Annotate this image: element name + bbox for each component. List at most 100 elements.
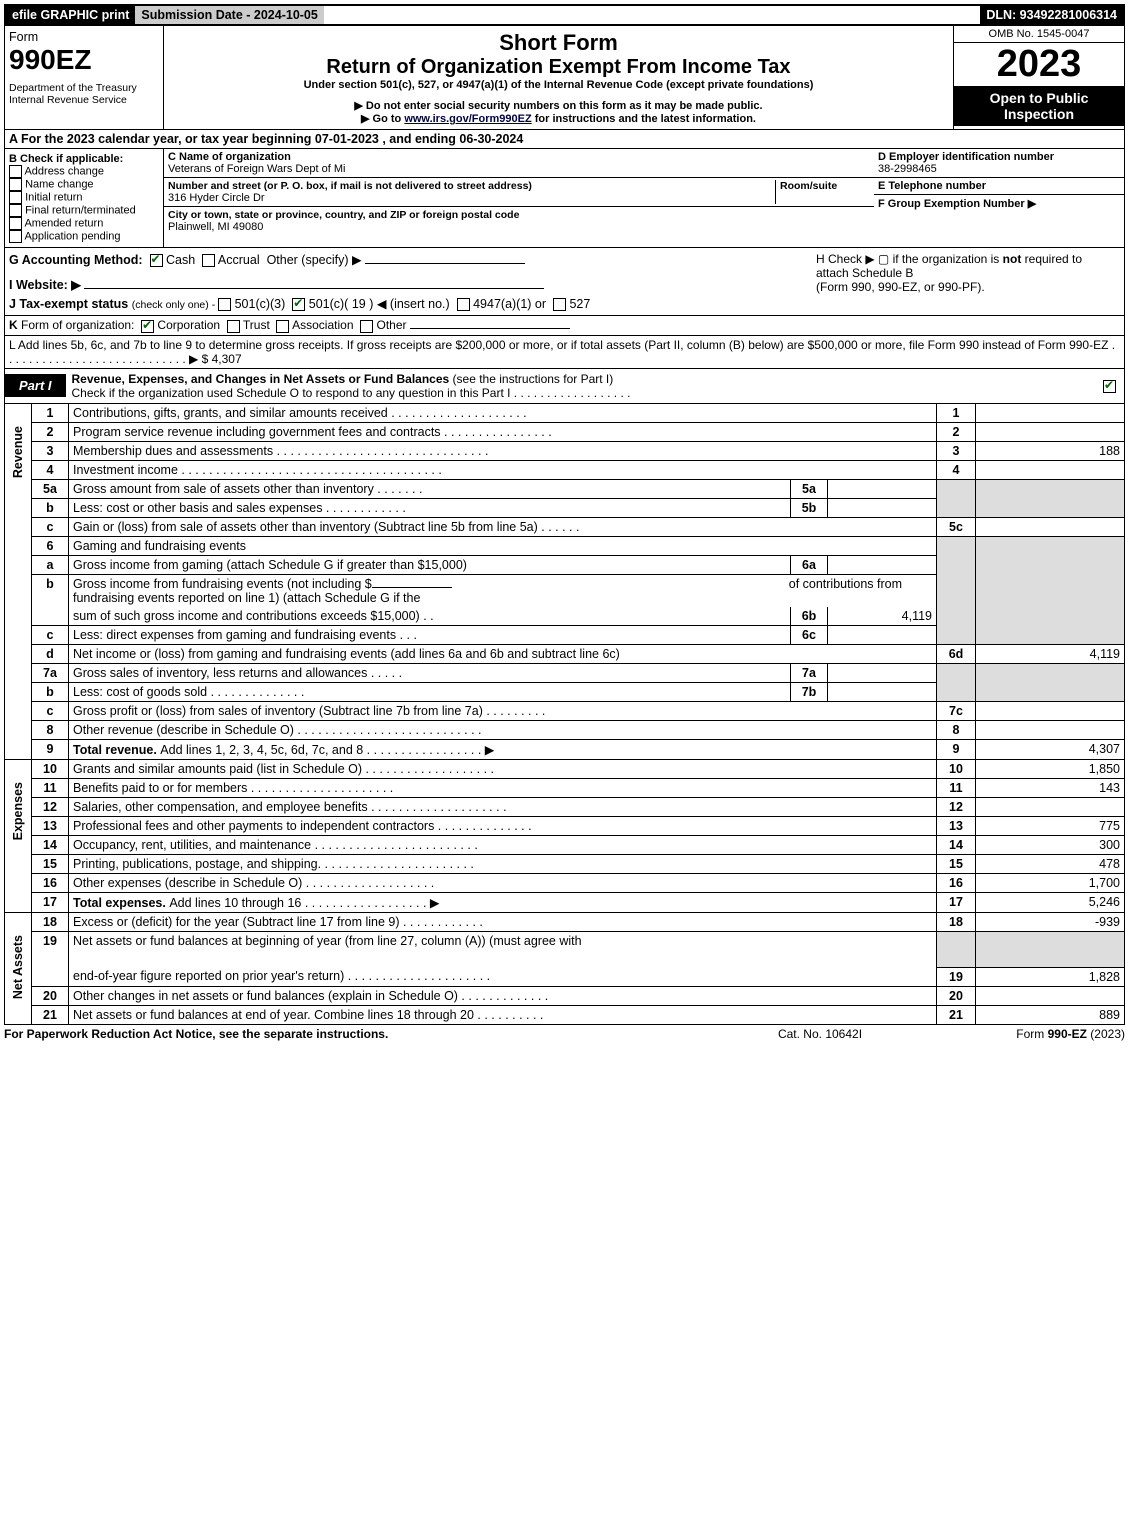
irs-link[interactable]: www.irs.gov/Form990EZ [404,113,531,125]
chk-amended-return[interactable]: Amended return [9,217,159,230]
ln-8-desc: Other revenue (describe in Schedule O) .… [69,720,937,739]
part-i-title: Revenue, Expenses, and Changes in Net As… [66,369,1103,403]
ln-6b-desc1b: of contributions from [789,577,902,591]
ln-1-desc: Contributions, gifts, grants, and simila… [69,404,937,423]
ln-5c-desc: Gain or (loss) from sale of assets other… [69,517,937,536]
ln-19-desc1: Net assets or fund balances at beginning… [69,931,937,967]
ln-6c-sv [828,625,937,644]
chk-4947[interactable] [457,298,470,311]
ln-13-desc: Professional fees and other payments to … [69,816,937,835]
ln-5b-sv [828,498,937,517]
chk-501c3[interactable] [218,298,231,311]
ln-6b-desc1: Gross income from fundraising events (no… [69,574,937,607]
b-header: B Check if applicable: [9,153,159,165]
c-city-block: City or town, state or province, country… [164,207,874,235]
row-k-form-org: K Form of organization: Corporation Trus… [4,316,1125,335]
row-a-tax-year: A For the 2023 calendar year, or tax yea… [4,130,1125,149]
ln-6b-sv: 4,119 [828,607,937,626]
top-bar: efile GRAPHIC print Submission Date - 20… [4,4,1125,26]
ln-6c-desc: Less: direct expenses from gaming and fu… [69,625,791,644]
ln-19-desc2: end-of-year figure reported on prior yea… [69,967,937,986]
ln-14-desc: Occupancy, rent, utilities, and maintena… [69,835,937,854]
ln-20-val [976,986,1125,1005]
footer-catno: Cat. No. 10642I [695,1027,945,1041]
ln-7a-sv [828,663,937,682]
ln-6a-sv [828,555,937,574]
chk-corporation[interactable] [141,320,154,333]
efile-print[interactable]: efile GRAPHIC print [6,6,135,24]
ln-4-desc: Investment income . . . . . . . . . . . … [69,460,937,479]
chk-other-org[interactable] [360,320,373,333]
ln-1-no: 1 [32,404,69,423]
part-i-table: Revenue 1 Contributions, gifts, grants, … [4,404,1125,1025]
page-footer: For Paperwork Reduction Act Notice, see … [4,1025,1125,1041]
chk-application-pending[interactable]: Application pending [9,230,159,243]
ln-7b-desc: Less: cost of goods sold . . . . . . . .… [69,682,791,701]
footer-paperwork: For Paperwork Reduction Act Notice, see … [4,1027,695,1041]
chk-name-change[interactable]: Name change [9,178,159,191]
ln-9-desc: Total revenue. Add lines 1, 2, 3, 4, 5c,… [69,739,937,759]
ln-15-desc: Printing, publications, postage, and shi… [69,854,937,873]
ln-17-val: 5,246 [976,892,1125,912]
chk-cash[interactable] [150,254,163,267]
chk-part-i-schedule-o[interactable] [1103,380,1116,393]
ln-5c-val [976,517,1125,536]
ln-21-desc: Net assets or fund balances at end of ye… [69,1005,937,1024]
ln-6d-desc: Net income or (loss) from gaming and fun… [69,644,937,663]
ln-5a-sv [828,479,937,498]
ln-10-val: 1,850 [976,759,1125,778]
form-header: Form 990EZ Department of the Treasury In… [4,26,1125,130]
row-l-gross-receipts: L Add lines 5b, 6c, and 7b to line 9 to … [4,336,1125,369]
header-mid: Short Form Return of Organization Exempt… [164,26,954,129]
org-city: Plainwell, MI 49080 [168,221,263,233]
goto-line: ▶ Go to www.irs.gov/Form990EZ for instru… [168,112,949,125]
ln-7a-desc: Gross sales of inventory, less returns a… [69,663,791,682]
d-ein: D Employer identification number 38-2998… [874,149,1124,178]
ln-20-desc: Other changes in net assets or fund bala… [69,986,937,1005]
dept-treasury: Department of the Treasury [9,82,159,94]
room-suite-label: Room/suite [780,180,837,192]
ln-14-val: 300 [976,835,1125,854]
ln-19-val: 1,828 [976,967,1125,986]
ln-5a-desc: Gross amount from sale of assets other t… [69,479,791,498]
subtitle-section: Under section 501(c), 527, or 4947(a)(1)… [168,79,949,91]
chk-final-return[interactable]: Final return/terminated [9,204,159,217]
h-schedule-b: H Check ▶ ▢ if the organization is not r… [816,252,1116,294]
col-c-nameaddr: C Name of organization Veterans of Forei… [164,149,874,247]
ln-3-val: 188 [976,441,1125,460]
chk-initial-return[interactable]: Initial return [9,191,159,204]
f-group-exemption: F Group Exemption Number ▶ [874,195,1124,247]
j-tax-exempt: J Tax-exempt status (check only one) - 5… [9,296,1120,311]
ln-13-val: 775 [976,816,1125,835]
title-short-form: Short Form [168,30,949,56]
ln-17-desc: Total expenses. Add lines 10 through 16 … [69,892,937,912]
e-phone: E Telephone number [874,178,1124,195]
ln-15-val: 478 [976,854,1125,873]
chk-527[interactable] [553,298,566,311]
part-i-label: Part I [5,374,66,397]
ln-6a-desc: Gross income from gaming (attach Schedul… [69,555,791,574]
ln-21-val: 889 [976,1005,1125,1024]
chk-address-change[interactable]: Address change [9,165,159,178]
header-right: OMB No. 1545-0047 2023 Open to Public In… [954,26,1124,129]
footer-formno: Form 990-EZ (2023) [945,1027,1125,1041]
part-i-header: Part I Revenue, Expenses, and Changes in… [4,369,1125,404]
ln-6b-contrib-input[interactable] [372,587,452,588]
chk-501c[interactable] [292,298,305,311]
open-public-inspection: Open to Public Inspection [954,86,1124,126]
ln-6-desc: Gaming and fundraising events [69,536,937,555]
dln: DLN: 93492281006314 [980,6,1123,24]
submission-date: Submission Date - 2024-10-05 [135,6,323,24]
header-left: Form 990EZ Department of the Treasury In… [5,26,164,129]
chk-association[interactable] [276,320,289,333]
chk-trust[interactable] [227,320,240,333]
ln-10-desc: Grants and similar amounts paid (list in… [69,759,937,778]
ln-1-rn: 1 [937,404,976,423]
ln-6b-desc3: sum of such gross income and contributio… [69,607,791,626]
website-input[interactable] [84,288,544,289]
chk-accrual[interactable] [202,254,215,267]
other-specify-input[interactable] [365,263,525,264]
ln-9-val: 4,307 [976,739,1125,759]
ln-6d-val: 4,119 [976,644,1125,663]
ln-5b-desc: Less: cost or other basis and sales expe… [69,498,791,517]
